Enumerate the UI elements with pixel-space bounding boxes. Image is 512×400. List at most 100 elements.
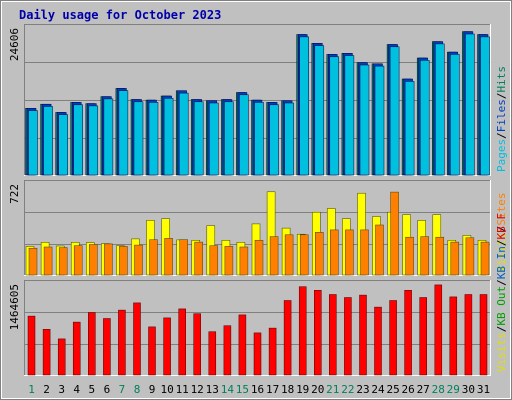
bar-pages-5 (88, 105, 99, 176)
bar-sites-6 (104, 243, 113, 276)
bar-sites-30 (465, 237, 475, 276)
x-tick-label: 27 (417, 383, 430, 396)
bar-sites-14 (224, 246, 234, 276)
x-axis: 1 2 3 4 5 6 7 8 9 10 11 12 13 14 15 16 17 18 19 20 21 22 23 24 2… (28, 383, 490, 396)
bar-sites-25 (390, 191, 399, 276)
bar-pages-20 (314, 45, 325, 176)
x-tick-label: 1 (28, 383, 35, 396)
bar-pages-9 (148, 102, 159, 176)
chart-panels: 24606Pages/Files/Hits722Visits/Sites1464… (8, 24, 508, 376)
bar-kb-f-17 (268, 327, 277, 376)
bar-pages-11 (178, 92, 189, 176)
bar-kb-f-5 (88, 312, 96, 376)
bar-pages-19 (299, 36, 309, 176)
x-tick-label: 18 (281, 383, 294, 396)
bar-sites-9 (149, 239, 158, 276)
bar-kb-f-2 (42, 329, 51, 376)
y-max-label: 1464605 (8, 284, 21, 330)
bar-pages-30 (465, 33, 475, 176)
bar-kb-f-20 (314, 290, 322, 376)
bar-pages-31 (480, 36, 490, 176)
x-tick-label: 31 (477, 383, 490, 396)
chart-title: Daily usage for October 2023 (19, 8, 221, 22)
x-tick-label: 6 (104, 383, 111, 396)
bar-kb-f-4 (72, 321, 81, 376)
bar-pages-8 (133, 101, 144, 176)
bar-sites-23 (360, 229, 369, 276)
x-tick-label: 20 (311, 383, 324, 396)
legend: Visits/KB Out/KB In/KB F (495, 213, 508, 372)
bar-sites-31 (480, 241, 490, 276)
legend-entry: Visits (495, 232, 508, 272)
bar-kb-f-1 (27, 315, 36, 376)
bar-kb-f-31 (479, 294, 488, 376)
bar-pages-4 (73, 104, 83, 176)
bar-kb-f-24 (374, 306, 382, 376)
legend-entry: / (495, 240, 508, 247)
bar-sites-7 (119, 246, 128, 276)
bar-sites-20 (315, 232, 324, 276)
bar-pages-15 (239, 94, 249, 176)
legend-entry: KB Out (495, 286, 508, 326)
bar-pages-10 (163, 98, 174, 176)
legend-entry: KB F (495, 213, 508, 240)
bar-sites-1 (28, 247, 38, 276)
bar-sites-2 (43, 246, 53, 276)
x-tick-label: 8 (134, 383, 141, 396)
bar-pages-13 (209, 102, 219, 176)
bar-pages-28 (435, 43, 445, 176)
bar-pages-29 (450, 54, 460, 176)
x-tick-label: 28 (432, 383, 445, 396)
legend-entry: / (495, 326, 508, 333)
bar-sites-18 (284, 234, 294, 276)
y-max-label: 24606 (8, 28, 21, 61)
x-tick-label: 26 (401, 383, 414, 396)
x-tick-label: 16 (251, 383, 264, 396)
legend-entry: / (495, 279, 508, 286)
x-tick-label: 19 (296, 383, 309, 396)
legend-entry: KB In (495, 246, 508, 279)
bar-pages-1 (28, 110, 38, 176)
y-max-label: 722 (8, 184, 21, 204)
x-tick-label: 2 (43, 383, 50, 396)
x-tick-label: 17 (266, 383, 279, 396)
bar-kb-f-21 (329, 294, 337, 376)
x-tick-label: 12 (191, 383, 204, 396)
bar-sites-8 (134, 244, 143, 276)
bar-pages-22 (344, 55, 355, 176)
bar-sites-3 (58, 247, 68, 276)
bar-sites-24 (375, 224, 384, 276)
bar-kb-f-29 (449, 296, 458, 376)
bar-kb-f-9 (148, 326, 156, 376)
bar-sites-27 (420, 236, 429, 276)
bar-sites-15 (239, 246, 249, 276)
x-tick-label: 3 (58, 383, 65, 396)
bar-sites-11 (179, 239, 188, 276)
bar-pages-24 (374, 65, 385, 176)
bar-sites-12 (194, 241, 203, 276)
bar-pages-26 (404, 81, 415, 176)
bar-pages-7 (118, 90, 129, 176)
bar-sites-19 (299, 234, 309, 276)
legend-entry: Hits (495, 66, 508, 93)
legend-entry: Sites (495, 193, 508, 226)
x-tick-label: 21 (326, 383, 339, 396)
bar-kb-f-12 (193, 313, 201, 376)
bar-kb-f-30 (464, 294, 473, 376)
bar-kb-f-23 (359, 294, 367, 376)
bar-kb-f-22 (344, 297, 352, 376)
bar-sites-29 (450, 241, 460, 276)
x-tick-label: 15 (236, 383, 249, 396)
bar-kb-f-16 (253, 332, 262, 376)
x-tick-label: 11 (176, 383, 189, 396)
x-tick-label: 5 (88, 383, 95, 396)
bar-pages-2 (43, 106, 53, 176)
bar-pages-18 (284, 102, 294, 176)
bar-kb-f-14 (223, 325, 232, 376)
bar-pages-16 (254, 102, 264, 176)
bar-pages-12 (193, 101, 204, 176)
bar-pages-27 (419, 60, 430, 176)
bar-pages-25 (389, 46, 400, 176)
